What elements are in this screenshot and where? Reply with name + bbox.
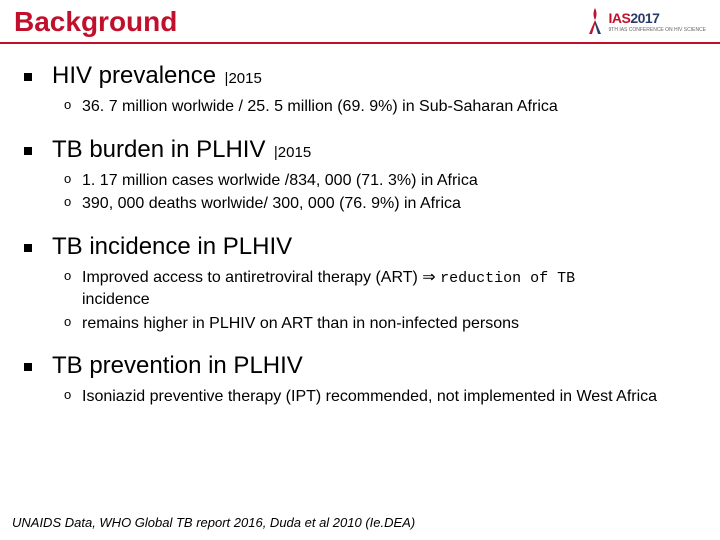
heading-suffix: |2015 (225, 70, 262, 87)
list-item: 390, 000 deaths worlwide/ 300, 000 (76. … (64, 193, 696, 215)
list-item: 1. 17 million cases worlwide /834, 000 (… (64, 170, 696, 192)
section-heading: TB burden in PLHIV |2015 (24, 136, 696, 164)
item-text: 1. 17 million cases worlwide /834, 000 (… (82, 172, 478, 189)
slide-header: Background IAS2017 9TH IAS CONFERENCE ON… (0, 0, 720, 44)
footnote-citation: UNAIDS Data, WHO Global TB report 2016, … (12, 515, 415, 530)
section-tb-burden: TB burden in PLHIV |2015 1. 17 million c… (24, 136, 696, 215)
item-mono: reduction of TB (440, 270, 575, 287)
square-bullet-icon (24, 147, 32, 155)
item-text: Improved access to antiretroviral therap… (82, 269, 440, 286)
square-bullet-icon (24, 244, 32, 252)
item-text: 390, 000 deaths worlwide/ 300, 000 (76. … (82, 195, 461, 212)
heading-suffix: |2015 (274, 144, 311, 161)
sublist: Isoniazid preventive therapy (IPT) recom… (24, 386, 696, 408)
item-cont: incidence (82, 291, 150, 308)
section-heading: TB prevention in PLHIV (24, 352, 696, 380)
list-item: Improved access to antiretroviral therap… (64, 267, 696, 311)
section-tb-prevention: TB prevention in PLHIV Isoniazid prevent… (24, 352, 696, 408)
logo-text-block: IAS2017 9TH IAS CONFERENCE ON HIV SCIENC… (608, 10, 706, 33)
section-hiv-prevalence: HIV prevalence |2015 36. 7 million worlw… (24, 62, 696, 118)
conference-logo: IAS2017 9TH IAS CONFERENCE ON HIV SCIENC… (586, 6, 706, 36)
sublist: 36. 7 million worlwide / 25. 5 million (… (24, 96, 696, 118)
square-bullet-icon (24, 363, 32, 371)
square-bullet-icon (24, 73, 32, 81)
slide-title: Background (14, 6, 177, 38)
logo-subtitle: 9TH IAS CONFERENCE ON HIV SCIENCE (608, 28, 706, 33)
heading-text: TB burden in PLHIV (52, 136, 265, 163)
ribbon-icon (586, 6, 604, 36)
sublist: 1. 17 million cases worlwide /834, 000 (… (24, 170, 696, 215)
item-text: 36. 7 million worlwide / 25. 5 million (… (82, 98, 558, 115)
list-item: Isoniazid preventive therapy (IPT) recom… (64, 386, 696, 408)
list-item: remains higher in PLHIV on ART than in n… (64, 313, 696, 335)
item-text: Isoniazid preventive therapy (IPT) recom… (82, 388, 657, 405)
sublist: Improved access to antiretroviral therap… (24, 267, 696, 334)
section-heading: HIV prevalence |2015 (24, 62, 696, 90)
heading-text: TB incidence in PLHIV (52, 233, 292, 260)
logo-prefix: IAS (608, 10, 630, 26)
list-item: 36. 7 million worlwide / 25. 5 million (… (64, 96, 696, 118)
heading-text: TB prevention in PLHIV (52, 352, 303, 379)
section-heading: TB incidence in PLHIV (24, 233, 696, 261)
slide-content: HIV prevalence |2015 36. 7 million worlw… (0, 44, 720, 408)
section-tb-incidence: TB incidence in PLHIV Improved access to… (24, 233, 696, 334)
logo-year: 2017 (630, 10, 659, 26)
heading-text: HIV prevalence (52, 62, 216, 89)
item-text: remains higher in PLHIV on ART than in n… (82, 315, 519, 332)
